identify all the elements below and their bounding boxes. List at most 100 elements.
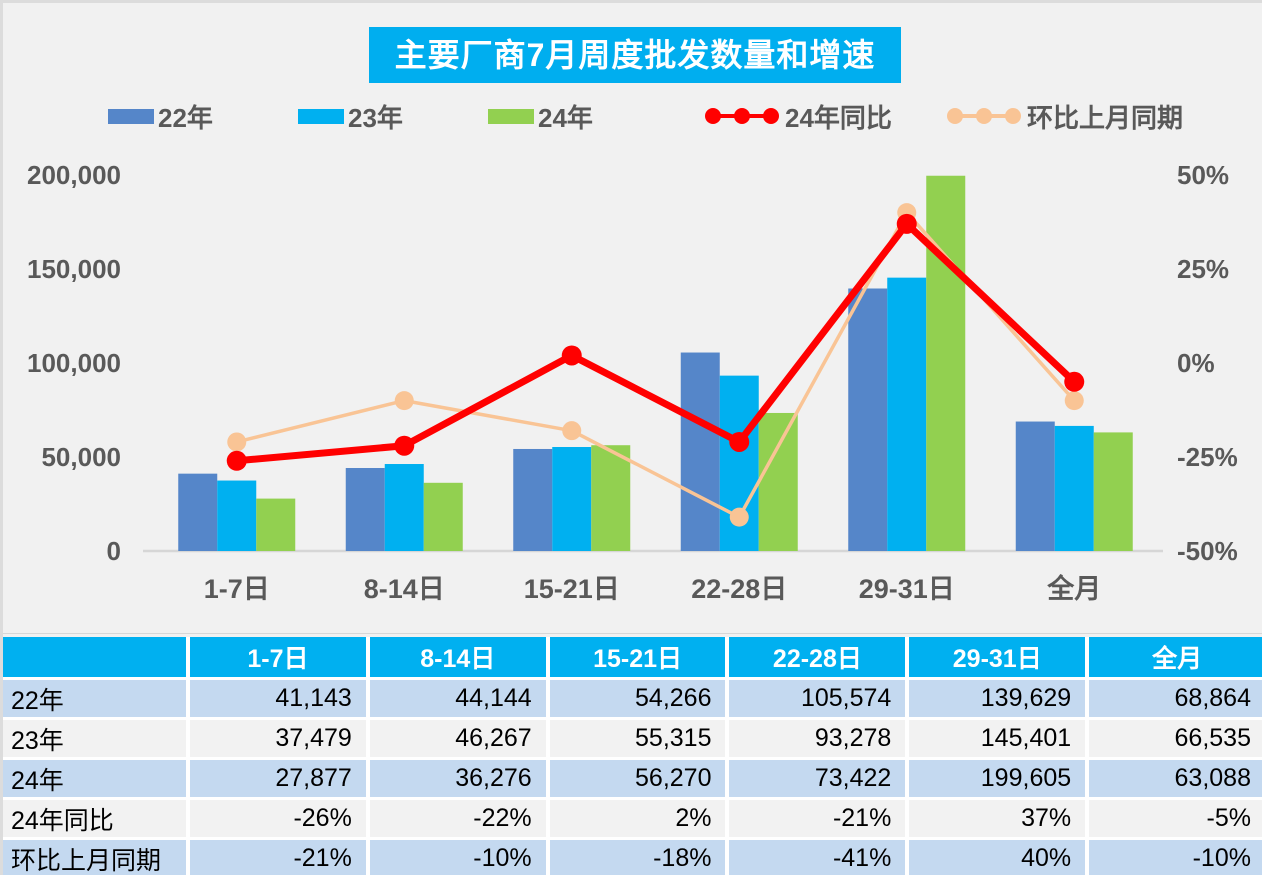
chart-legend: 22年 23年 24年 24年同比 环比上月同期 (3, 101, 1262, 133)
marker-24年同比 (729, 431, 750, 452)
data-table: 1-7日 8-14日 15-21日 22-28日 29-31日 全月 22年 4… (3, 637, 1262, 875)
right-axis-tick-label: 25% (1177, 254, 1229, 284)
legend-item-yoy[interactable]: 24年同比 (703, 101, 892, 133)
table-cell[interactable]: 55,315 (549, 720, 726, 757)
bar-23年 (887, 277, 927, 551)
legend-line-marker-icon (705, 108, 779, 124)
bar-22年 (513, 448, 553, 551)
table-cell[interactable]: 46,267 (369, 720, 546, 757)
marker-24年同比 (896, 213, 917, 234)
bar-22年 (680, 352, 720, 551)
table-cell[interactable]: 145,401 (909, 720, 1086, 757)
legend-swatch-line-icon (945, 106, 1023, 126)
chart-title[interactable]: 主要厂商7月周度批发数量和增速 (369, 27, 901, 83)
table-header-cell[interactable]: 15-21日 (549, 637, 726, 677)
x-axis-label: 22-28日 (691, 574, 787, 604)
table-row-label[interactable]: 24年 (3, 760, 186, 797)
table-cell[interactable]: -10% (1089, 840, 1262, 875)
left-axis-tick-label: 200,000 (27, 160, 121, 190)
table-cell[interactable]: 199,605 (909, 760, 1086, 797)
x-axis-label: 1-7日 (204, 574, 270, 604)
legend-item-mom[interactable]: 环比上月同期 (945, 101, 1183, 133)
marker-环比上月同期 (227, 432, 247, 452)
table-header-cell[interactable]: 8-14日 (369, 637, 546, 677)
left-axis-tick-label: 100,000 (27, 348, 121, 378)
table-header-cell[interactable]: 29-31日 (909, 637, 1086, 677)
bar-22年 (848, 288, 888, 551)
x-axis-label: 29-31日 (859, 574, 955, 604)
panel-divider (3, 633, 1262, 634)
table-header-cell[interactable]: 22-28日 (729, 637, 906, 677)
table-cell[interactable]: 66,535 (1089, 720, 1262, 757)
table-cell[interactable]: 2% (549, 800, 726, 837)
bar-23年 (1054, 425, 1094, 551)
bar-23年 (552, 447, 592, 551)
line-24年同比 (236, 220, 1077, 465)
right-axis-tick-label: 50% (1177, 160, 1229, 190)
legend-line-marker-icon (947, 108, 1021, 124)
legend-label: 环比上月同期 (1027, 102, 1184, 133)
bar-24年 (423, 482, 463, 551)
table-cell[interactable]: 27,877 (190, 760, 366, 797)
table-cell[interactable]: 37,479 (190, 720, 366, 757)
table-cell[interactable]: 44,144 (369, 680, 546, 717)
left-axis-tick-label: 50,000 (41, 442, 121, 472)
right-axis-tick-label: 0% (1177, 348, 1215, 378)
legend-item-24[interactable]: 24年 (488, 101, 593, 133)
table-header-cell[interactable]: 全月 (1089, 637, 1262, 677)
x-axis-label: 15-21日 (524, 574, 620, 604)
table-cell[interactable]: 139,629 (909, 680, 1086, 717)
table-cell[interactable]: 41,143 (190, 680, 366, 717)
bar-23年 (217, 480, 257, 551)
legend-item-22[interactable]: 22年 (108, 101, 213, 133)
marker-环比上月同期 (729, 507, 749, 527)
bar-24年 (758, 412, 798, 551)
table-cell[interactable]: -21% (729, 800, 906, 837)
right-axis-tick-label: -50% (1177, 536, 1238, 566)
line-环比上月同期 (236, 210, 1076, 519)
table-cell[interactable]: -21% (190, 840, 366, 875)
table-cell[interactable]: 40% (909, 840, 1086, 875)
legend-label: 23年 (348, 102, 403, 133)
table-cell[interactable]: -41% (729, 840, 906, 875)
x-axis-label: 8-14日 (364, 574, 445, 604)
legend-swatch-bar-icon (108, 108, 154, 124)
table-cell[interactable]: -18% (549, 840, 726, 875)
bar-24年 (256, 498, 296, 551)
x-axis-label: 全月 (1046, 573, 1101, 604)
table-row-label[interactable]: 23年 (3, 720, 186, 757)
bar-22年 (178, 473, 218, 551)
legend-swatch-bar-icon (488, 108, 534, 124)
legend-label: 24年同比 (785, 102, 892, 133)
table-cell[interactable]: -26% (190, 800, 366, 837)
table-cell[interactable]: -22% (369, 800, 546, 837)
marker-环比上月同期 (394, 391, 414, 411)
legend-item-23[interactable]: 23年 (298, 101, 403, 133)
table-cell[interactable]: 93,278 (729, 720, 906, 757)
table-cell[interactable]: 56,270 (549, 760, 726, 797)
table-row-label[interactable]: 22年 (3, 680, 186, 717)
legend-label: 24年 (538, 102, 593, 133)
marker-24年同比 (561, 345, 582, 366)
legend-label: 22年 (158, 102, 213, 133)
table-corner-cell[interactable] (3, 637, 186, 677)
table-cell[interactable]: 37% (909, 800, 1086, 837)
marker-环比上月同期 (1064, 391, 1084, 411)
table-row-label[interactable]: 环比上月同期 (3, 840, 186, 875)
bar-24年 (591, 445, 631, 551)
table-cell[interactable]: 54,266 (549, 680, 726, 717)
table-row-label[interactable]: 24年同比 (3, 800, 186, 837)
table-cell[interactable]: -5% (1089, 800, 1262, 837)
table-cell[interactable]: 68,864 (1089, 680, 1262, 717)
table-cell[interactable]: -10% (369, 840, 546, 875)
bar-22年 (1015, 421, 1055, 551)
table-header-cell[interactable]: 1-7日 (190, 637, 366, 677)
table-cell[interactable]: 63,088 (1089, 760, 1262, 797)
left-axis-tick-label: 0 (107, 536, 121, 566)
right-axis-tick-label: -25% (1177, 442, 1238, 472)
table-cell[interactable]: 36,276 (369, 760, 546, 797)
combo-chart[interactable]: 0 50,000 100,000 150,000 200,000 -50% -25% 0% 25… (3, 143, 1262, 637)
table-cell[interactable]: 73,422 (729, 760, 906, 797)
bar-23年 (384, 464, 424, 551)
table-cell[interactable]: 105,574 (729, 680, 906, 717)
